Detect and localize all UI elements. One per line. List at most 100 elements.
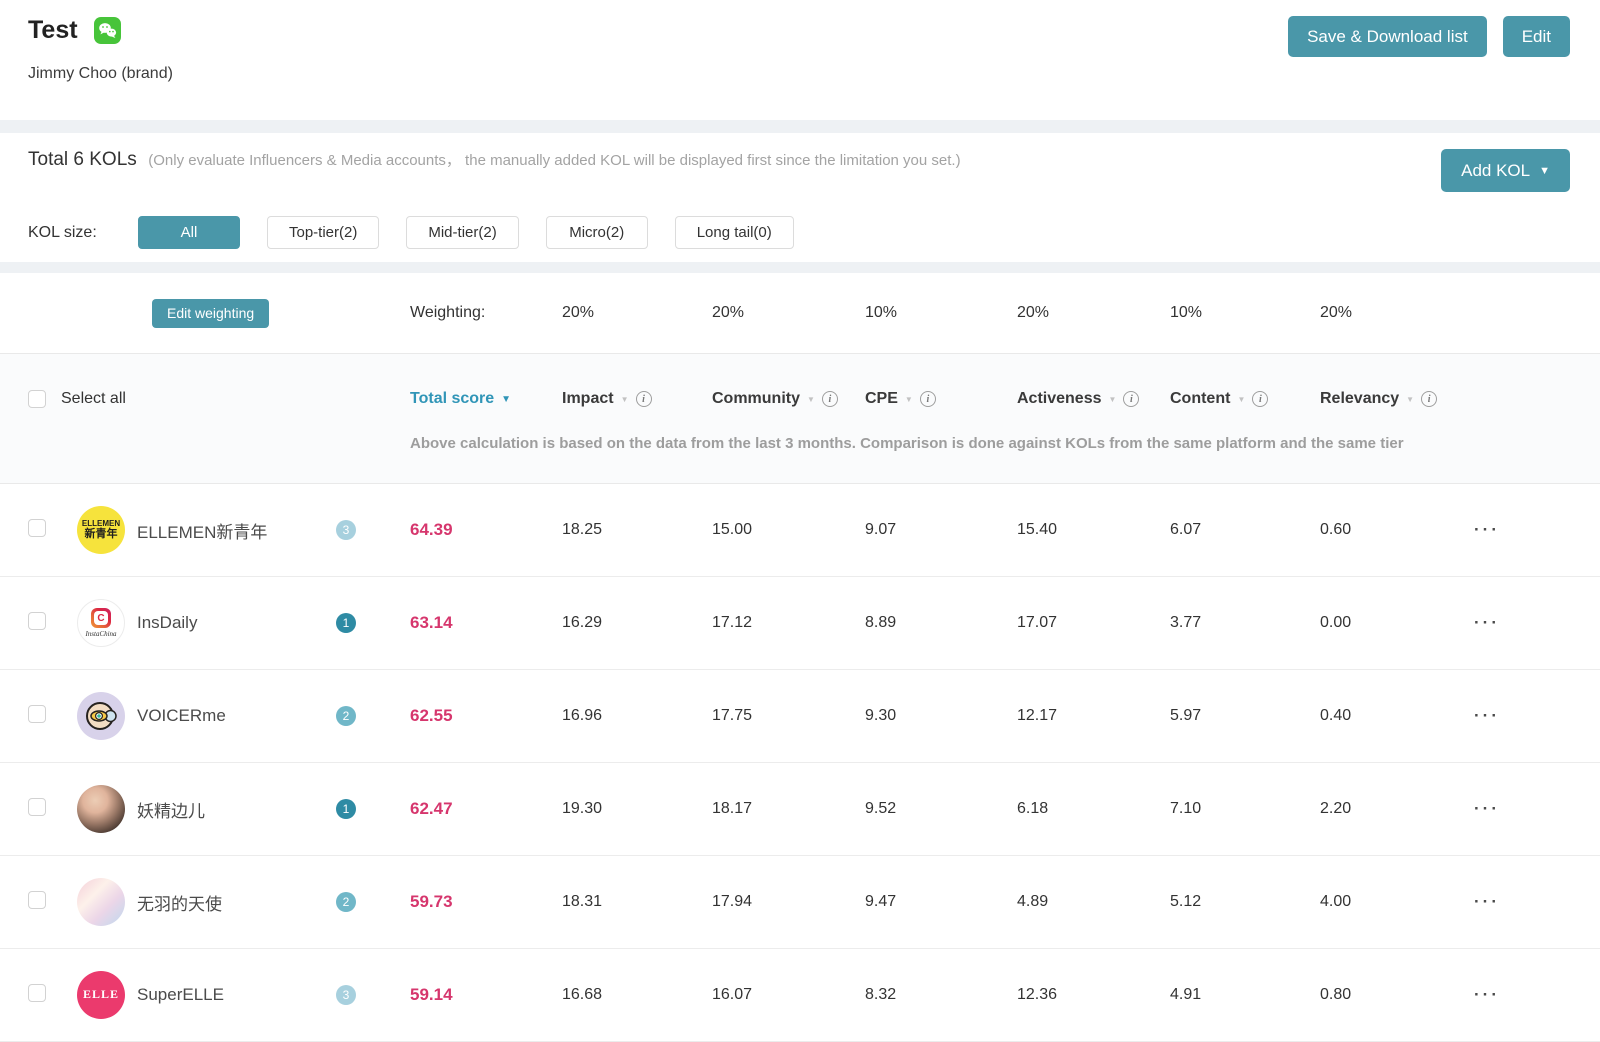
row-checkbox[interactable]: [28, 984, 46, 1002]
metric-value-relevancy: 4.00: [1320, 893, 1460, 911]
info-icon[interactable]: i: [636, 391, 652, 407]
kol-summary-section: Total 6 KOLs (Only evaluate Influencers …: [0, 133, 1600, 262]
metric-value-impact: 19.30: [562, 800, 712, 818]
metric-value-activeness: 15.40: [1017, 521, 1170, 539]
info-icon[interactable]: i: [1421, 391, 1437, 407]
column-label: Total score: [410, 390, 494, 408]
row-menu-button[interactable]: ···: [1474, 799, 1500, 819]
column-header-relevancy[interactable]: Relevancy ▼ i: [1320, 390, 1460, 408]
edit-weighting-button[interactable]: Edit weighting: [152, 299, 269, 328]
kol-name[interactable]: VOICERme: [137, 706, 226, 726]
select-all-checkbox[interactable]: [28, 390, 46, 408]
sort-caret-icon: ▼: [1237, 395, 1245, 404]
metric-value-relevancy: 0.00: [1320, 614, 1460, 632]
kol-avatar: [77, 785, 125, 833]
sort-caret-icon: ▼: [1406, 395, 1414, 404]
total-kols-note: (Only evaluate Influencers & Media accou…: [148, 152, 960, 169]
row-checkbox[interactable]: [28, 705, 46, 723]
table-row: 无羽的天使259.7318.3117.949.474.895.124.00···: [0, 856, 1600, 949]
total-score-value: 59.73: [410, 892, 562, 912]
kol-avatar: [77, 692, 125, 740]
metric-value-community: 18.17: [712, 800, 865, 818]
save-download-button[interactable]: Save & Download list: [1288, 16, 1487, 57]
info-icon[interactable]: i: [1252, 391, 1268, 407]
row-checkbox[interactable]: [28, 612, 46, 630]
row-menu-button[interactable]: ···: [1474, 520, 1500, 540]
info-icon[interactable]: i: [1123, 391, 1139, 407]
kol-avatar: CInstaChina: [77, 599, 125, 647]
column-label: Activeness: [1017, 390, 1102, 408]
edit-button[interactable]: Edit: [1503, 16, 1570, 57]
kol-name[interactable]: ELLEMEN新青年: [137, 518, 267, 543]
avatar-caption: InstaChina: [85, 630, 116, 638]
metric-value-impact: 16.68: [562, 986, 712, 1004]
total-score-value: 62.47: [410, 799, 562, 819]
info-icon[interactable]: i: [822, 391, 838, 407]
kol-name[interactable]: 无羽的天使: [137, 890, 222, 915]
metric-value-activeness: 12.36: [1017, 986, 1170, 1004]
section-divider: [0, 262, 1600, 273]
sort-caret-icon: ▼: [807, 395, 815, 404]
kol-size-filters: All Top-tier(2) Mid-tier(2) Micro(2) Long ta…: [138, 216, 794, 249]
add-kol-label: Add KOL: [1461, 161, 1530, 181]
column-label: Impact: [562, 390, 614, 408]
kol-size-filter-long-tail-0[interactable]: Long tail(0): [675, 216, 794, 249]
metric-value-activeness: 17.07: [1017, 614, 1170, 632]
row-menu-button[interactable]: ···: [1474, 892, 1500, 912]
weighting-row: Edit weighting Weighting: 20%20%10%20%10…: [0, 273, 1600, 353]
row-checkbox[interactable]: [28, 891, 46, 909]
kol-size-filter-top-tier-2[interactable]: Top-tier(2): [267, 216, 379, 249]
metric-value-community: 17.12: [712, 614, 865, 632]
metric-value-relevancy: 2.20: [1320, 800, 1460, 818]
metric-value-impact: 18.25: [562, 521, 712, 539]
tier-badge: 1: [336, 613, 356, 633]
kol-size-filter-all[interactable]: All: [138, 216, 240, 249]
column-header-community[interactable]: Community ▼ i: [712, 390, 865, 408]
tier-badge: 2: [336, 892, 356, 912]
kol-table-body: ELLEMEN新青年ELLEMEN新青年364.3918.2515.009.07…: [0, 484, 1600, 1042]
metric-value-content: 4.91: [1170, 986, 1320, 1004]
metric-value-community: 15.00: [712, 521, 865, 539]
kol-size-filter-mid-tier-2[interactable]: Mid-tier(2): [406, 216, 518, 249]
info-icon[interactable]: i: [920, 391, 936, 407]
add-kol-button[interactable]: Add KOL ▼: [1441, 149, 1570, 192]
metric-value-community: 17.75: [712, 707, 865, 725]
column-header-content[interactable]: Content ▼ i: [1170, 390, 1320, 408]
row-menu-button[interactable]: ···: [1474, 985, 1500, 1005]
metric-value-impact: 18.31: [562, 893, 712, 911]
sort-caret-icon: ▼: [905, 395, 913, 404]
kol-avatar: [77, 878, 125, 926]
kol-name[interactable]: SuperELLE: [137, 985, 224, 1005]
metric-value-cpe: 8.32: [865, 986, 1017, 1004]
table-row: 妖精边儿162.4719.3018.179.526.187.102.20···: [0, 763, 1600, 856]
wechat-icon: [94, 17, 121, 44]
weighting-value-4: 10%: [1170, 304, 1320, 322]
metric-value-impact: 16.96: [562, 707, 712, 725]
column-label: CPE: [865, 390, 898, 408]
kol-name[interactable]: 妖精边儿: [137, 797, 205, 822]
metric-value-relevancy: 0.80: [1320, 986, 1460, 1004]
metric-value-activeness: 6.18: [1017, 800, 1170, 818]
metric-value-content: 7.10: [1170, 800, 1320, 818]
kol-size-filter-micro-2[interactable]: Micro(2): [546, 216, 648, 249]
column-header-impact[interactable]: Impact ▼ i: [562, 390, 712, 408]
header-actions: Save & Download list Edit: [1288, 16, 1570, 120]
column-header-cpe[interactable]: CPE ▼ i: [865, 390, 1017, 408]
kol-name[interactable]: InsDaily: [137, 613, 197, 633]
weighting-value-2: 10%: [865, 304, 1017, 322]
row-menu-button[interactable]: ···: [1474, 613, 1500, 633]
row-checkbox[interactable]: [28, 519, 46, 537]
table-row: CInstaChinaInsDaily163.1416.2917.128.891…: [0, 577, 1600, 670]
sort-caret-icon: ▼: [501, 394, 511, 405]
kol-profile-cell: CInstaChina InsDaily 1: [76, 577, 410, 669]
tier-badge: 3: [336, 985, 356, 1005]
kol-profile-cell: VOICERme2: [76, 670, 410, 762]
metric-value-activeness: 12.17: [1017, 707, 1170, 725]
column-header-activeness[interactable]: Activeness ▼ i: [1017, 390, 1170, 408]
column-header-total-score[interactable]: Total score ▼: [410, 390, 562, 408]
avatar-text: ELLEMEN: [82, 519, 120, 528]
row-checkbox[interactable]: [28, 798, 46, 816]
row-menu-button[interactable]: ···: [1474, 706, 1500, 726]
caret-down-icon: ▼: [1539, 165, 1550, 177]
metric-value-content: 5.97: [1170, 707, 1320, 725]
